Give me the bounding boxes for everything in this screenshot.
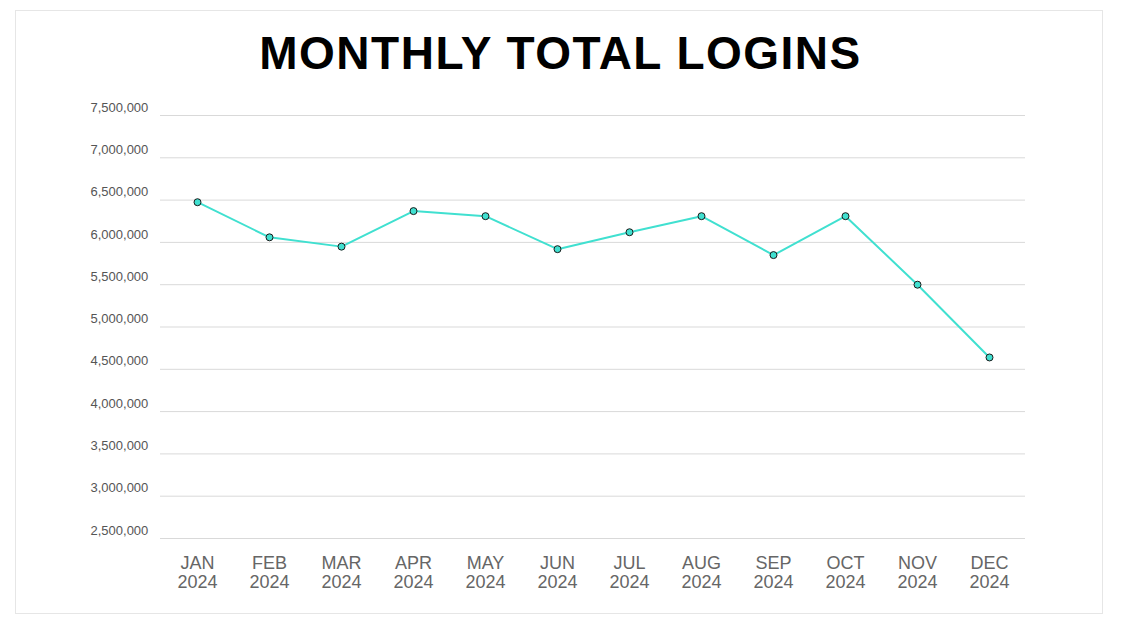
svg-text:3,500,000: 3,500,000 — [91, 438, 149, 453]
svg-text:FEB2024: FEB2024 — [249, 553, 289, 593]
svg-text:MAR2024: MAR2024 — [321, 553, 361, 593]
svg-text:7,000,000: 7,000,000 — [91, 142, 149, 157]
svg-text:2,500,000: 2,500,000 — [91, 523, 149, 538]
svg-text:3,000,000: 3,000,000 — [91, 480, 149, 495]
html-text:MONTHLY TOTAL LOGINS: MONTHLY TOTAL LOGINS — [259, 27, 862, 79]
svg-text:DEC2024: DEC2024 — [969, 553, 1009, 593]
svg-text:JUL2024: JUL2024 — [609, 553, 649, 593]
svg-text:JAN2024: JAN2024 — [177, 553, 217, 593]
svg-text:5,500,000: 5,500,000 — [91, 269, 149, 284]
svg-text:AUG2024: AUG2024 — [681, 553, 721, 593]
svg-text:6,000,000: 6,000,000 — [91, 227, 149, 242]
svg-text:MAY2024: MAY2024 — [465, 553, 505, 593]
svg-text:4,500,000: 4,500,000 — [91, 353, 149, 368]
svg-text:7,500,000: 7,500,000 — [91, 100, 149, 115]
svg-text:JUN2024: JUN2024 — [537, 553, 577, 593]
svg-text:NOV2024: NOV2024 — [897, 553, 937, 593]
svg-text:4,000,000: 4,000,000 — [91, 396, 149, 411]
svg-text:APR2024: APR2024 — [393, 553, 433, 593]
svg-text:SEP2024: SEP2024 — [753, 553, 793, 593]
svg-text:6,500,000: 6,500,000 — [91, 184, 149, 199]
svg-text:OCT2024: OCT2024 — [825, 553, 865, 593]
svg-text:5,000,000: 5,000,000 — [91, 311, 149, 326]
